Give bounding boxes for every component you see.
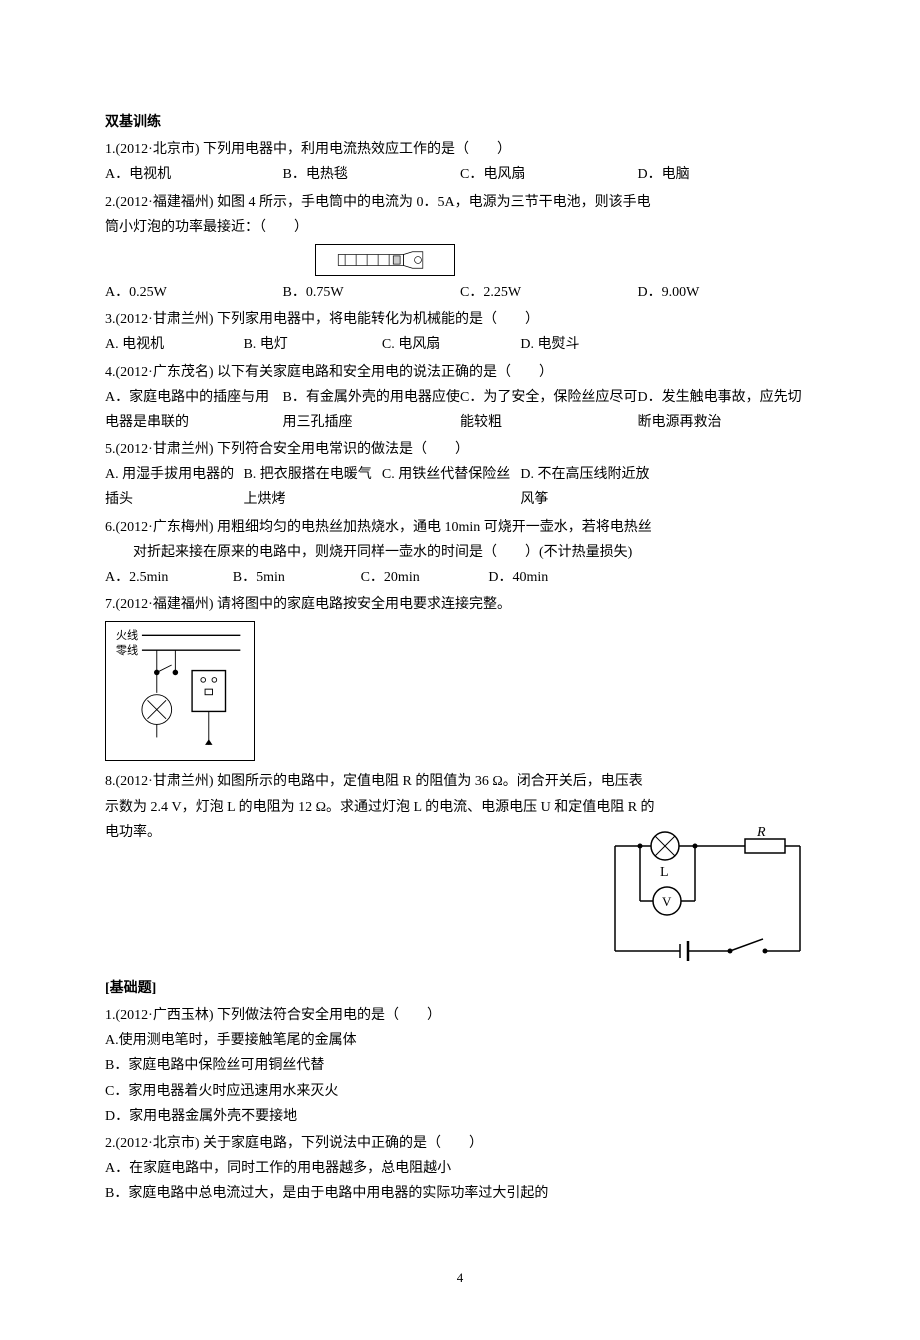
q4-choice-c: C．为了安全，保险丝应尽可能较粗	[460, 385, 638, 435]
q8-stem-l2: 示数为 2.4 V，灯泡 L 的电阻为 12 Ω。求通过灯泡 L 的电流、电源电…	[105, 795, 815, 820]
section1-title: 双基训练	[105, 110, 815, 135]
section2: [基础题] 1.(2012·广西玉林) 下列做法符合安全用电的是（ ） A.使用…	[105, 976, 815, 1207]
page-number: 4	[105, 1266, 815, 1289]
q5-choices: A. 用湿手拔用电器的插头 B. 把衣服搭在电暖气上烘烤 C. 用铁丝代替保险丝…	[105, 462, 659, 512]
q3-choice-c: C. 电风扇	[382, 332, 520, 357]
q8-stem-l1: 8.(2012·甘肃兰州) 如图所示的电路中，定值电阻 R 的阻值为 36 Ω。…	[105, 769, 815, 794]
q2-choice-b: B．0.75W	[283, 280, 461, 305]
q5-choice-a: A. 用湿手拔用电器的插头	[105, 462, 243, 512]
question-5: 5.(2012·甘肃兰州) 下列符合安全用电常识的做法是（ ） A. 用湿手拔用…	[105, 437, 815, 513]
q2-choice-c: C．2.25W	[460, 280, 638, 305]
q5-stem: 5.(2012·甘肃兰州) 下列符合安全用电常识的做法是（ ）	[105, 437, 815, 462]
q4-choice-d: D．发生触电事故，应先切断电源再救治	[638, 385, 816, 435]
basic-question-2: 2.(2012·北京市) 关于家庭电路，下列说法中正确的是（ ） A．在家庭电路…	[105, 1131, 815, 1207]
q1-choices: A．电视机 B．电热毯 C．电风扇 D．电脑	[105, 162, 815, 187]
q4-stem: 4.(2012·广东茂名) 以下有关家庭电路和安全用电的说法正确的是（ ）	[105, 360, 815, 385]
q5-choice-d: D. 不在高压线附近放风筝	[520, 462, 658, 512]
q6-choice-d: D．40min	[488, 565, 616, 590]
basic-question-1: 1.(2012·广西玉林) 下列做法符合安全用电的是（ ） A.使用测电笔时，手…	[105, 1003, 815, 1129]
q7-stem: 7.(2012·福建福州) 请将图中的家庭电路按安全用电要求连接完整。	[105, 592, 815, 617]
fire-wire-label: 火线	[116, 628, 138, 642]
q3-choice-a: A. 电视机	[105, 332, 243, 357]
lamp-label: L	[660, 865, 669, 880]
b2-choice-b: B．家庭电路中总电流过大，是由于电路中用电器的实际功率过大引起的	[105, 1181, 815, 1206]
q6-stem-l1: 6.(2012·广东梅州) 用粗细均匀的电热丝加热烧水，通电 10min 可烧开…	[105, 515, 815, 540]
q6-choice-c: C．20min	[361, 565, 489, 590]
q6-choice-b: B．5min	[233, 565, 361, 590]
q5-choice-c: C. 用铁丝代替保险丝	[382, 462, 520, 512]
q5-choice-b: B. 把衣服搭在电暖气上烘烤	[243, 462, 381, 512]
q6-stem-l2: 对折起来接在原来的电路中，则烧开同样一壶水的时间是（ ）(不计热量损失)	[105, 540, 815, 565]
q1-choice-c: C．电风扇	[460, 162, 638, 187]
b1-choice-c: C．家用电器着火时应迅速用水来灭火	[105, 1079, 815, 1104]
q4-choice-b: B．有金属外壳的用电器应使用三孔插座	[283, 385, 461, 435]
flashlight-image	[315, 244, 455, 276]
q3-stem: 3.(2012·甘肃兰州) 下列家用电器中，将电能转化为机械能的是（ ）	[105, 307, 815, 332]
q1-choice-a: A．电视机	[105, 162, 283, 187]
q2-choices: A．0.25W B．0.75W C．2.25W D．9.00W	[105, 280, 815, 305]
q2-stem-l1: 2.(2012·福建福州) 如图 4 所示，手电筒中的电流为 0．5A，电源为三…	[105, 190, 815, 215]
question-4: 4.(2012·广东茂名) 以下有关家庭电路和安全用电的说法正确的是（ ） A．…	[105, 360, 815, 436]
section2-title: [基础题]	[105, 976, 815, 1001]
q1-stem: 1.(2012·北京市) 下列用电器中，利用电流热效应工作的是（ ）	[105, 137, 815, 162]
q2-choice-d: D．9.00W	[638, 280, 816, 305]
q2-choice-a: A．0.25W	[105, 280, 283, 305]
b2-choice-a: A．在家庭电路中，同时工作的用电器越多，总电阻越小	[105, 1156, 815, 1181]
b1-choice-a: A.使用测电笔时，手要接触笔尾的金属体	[105, 1028, 815, 1053]
b1-choice-b: B．家庭电路中保险丝可用铜丝代替	[105, 1053, 815, 1078]
q1-choice-d: D．电脑	[638, 162, 816, 187]
question-8: 8.(2012·甘肃兰州) 如图所示的电路中，定值电阻 R 的阻值为 36 Ω。…	[105, 769, 815, 845]
q4-choices: A．家庭电路中的插座与用电器是串联的 B．有金属外壳的用电器应使用三孔插座 C．…	[105, 385, 815, 435]
q1-choice-b: B．电热毯	[283, 162, 461, 187]
q3-choice-b: B. 电灯	[243, 332, 381, 357]
circuit-diagram-image: L R V	[595, 826, 815, 966]
voltmeter-label: V	[662, 894, 672, 909]
neutral-wire-label: 零线	[116, 643, 138, 657]
q3-choices: A. 电视机 B. 电灯 C. 电风扇 D. 电熨斗	[105, 332, 659, 357]
q6-choices: A．2.5min B．5min C．20min D．40min	[105, 565, 616, 590]
resistor-label: R	[756, 826, 766, 840]
q4-choice-a: A．家庭电路中的插座与用电器是串联的	[105, 385, 283, 435]
b2-stem: 2.(2012·北京市) 关于家庭电路，下列说法中正确的是（ ）	[105, 1131, 815, 1156]
question-6: 6.(2012·广东梅州) 用粗细均匀的电热丝加热烧水，通电 10min 可烧开…	[105, 515, 815, 591]
b1-choice-d: D．家用电器金属外壳不要接地	[105, 1104, 815, 1129]
question-2: 2.(2012·福建福州) 如图 4 所示，手电筒中的电流为 0．5A，电源为三…	[105, 190, 815, 306]
q6-choice-a: A．2.5min	[105, 565, 233, 590]
q3-choice-d: D. 电熨斗	[520, 332, 658, 357]
question-3: 3.(2012·甘肃兰州) 下列家用电器中，将电能转化为机械能的是（ ） A. …	[105, 307, 815, 357]
household-circuit-image: 火线 零线	[105, 621, 255, 761]
question-1: 1.(2012·北京市) 下列用电器中，利用电流热效应工作的是（ ） A．电视机…	[105, 137, 815, 187]
b1-stem: 1.(2012·广西玉林) 下列做法符合安全用电的是（ ）	[105, 1003, 815, 1028]
q2-stem-l2: 筒小灯泡的功率最接近：（ ）	[105, 215, 815, 240]
question-7: 7.(2012·福建福州) 请将图中的家庭电路按安全用电要求连接完整。 火线 零…	[105, 592, 815, 761]
